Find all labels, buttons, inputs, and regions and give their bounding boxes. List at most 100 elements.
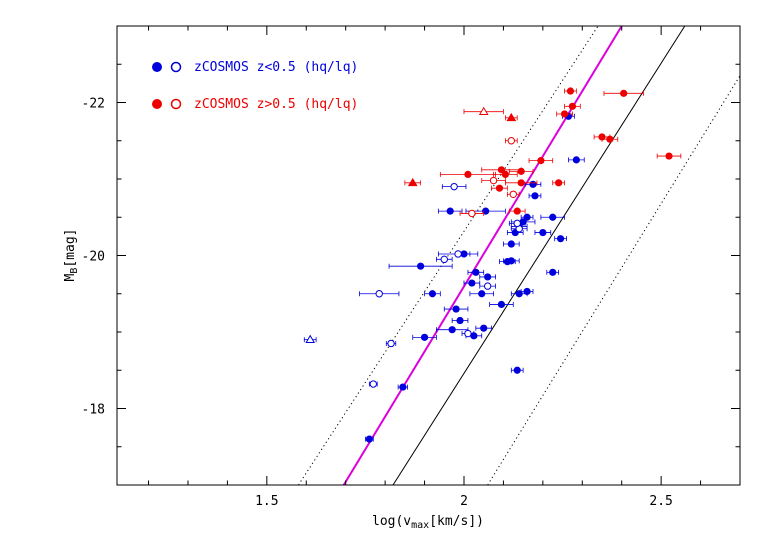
marker xyxy=(665,152,673,160)
data-point xyxy=(568,156,585,164)
relation-lines xyxy=(297,26,740,485)
x-tick-label: 2.5 xyxy=(649,494,672,509)
marker xyxy=(513,366,521,374)
marker xyxy=(464,329,472,338)
legend-marker-open-blue xyxy=(170,61,182,73)
marker xyxy=(517,167,525,175)
marker xyxy=(365,435,373,443)
data-point xyxy=(469,290,494,298)
marker xyxy=(484,273,492,281)
marker xyxy=(507,137,516,145)
magenta-fit-line xyxy=(342,26,623,485)
marker xyxy=(417,262,425,270)
y-tick-label: -20 xyxy=(82,250,105,265)
marker xyxy=(549,213,557,221)
data-point xyxy=(437,250,479,258)
data-point xyxy=(303,334,317,343)
marker xyxy=(305,334,316,343)
marker xyxy=(606,135,614,143)
data-point xyxy=(479,273,496,281)
data-point xyxy=(508,219,526,228)
marker xyxy=(523,287,531,296)
data-point xyxy=(506,190,520,199)
y-axis-label-main: M xyxy=(63,274,78,282)
data-point xyxy=(534,228,552,237)
data-point xyxy=(546,268,560,276)
data-points xyxy=(303,87,682,443)
marker xyxy=(440,255,448,264)
data-point xyxy=(412,333,437,341)
data-point xyxy=(463,106,504,115)
data-point xyxy=(463,279,481,287)
plot-frame xyxy=(116,25,741,486)
marker xyxy=(428,290,437,298)
marker xyxy=(568,102,577,110)
data-point xyxy=(467,268,485,276)
data-point xyxy=(552,179,565,187)
data-point xyxy=(451,316,469,325)
marker xyxy=(456,316,464,325)
data-point xyxy=(424,290,441,298)
data-point xyxy=(520,287,534,296)
x-tick-label: 2 xyxy=(460,494,468,509)
legend-marker-filled-red xyxy=(152,99,162,109)
data-point xyxy=(520,213,534,221)
data-point xyxy=(475,324,492,332)
marker xyxy=(555,179,563,187)
data-point xyxy=(365,435,374,443)
data-point xyxy=(489,300,514,309)
marker xyxy=(529,180,537,188)
data-point xyxy=(359,290,400,298)
dotted-lower-line xyxy=(487,75,740,485)
data-point xyxy=(491,184,508,192)
data-point xyxy=(437,207,463,215)
legend: zCOSMOS z<0.5 (hq/lq) zCOSMOS z>0.5 (hq/… xyxy=(152,60,358,112)
marker xyxy=(448,326,456,334)
data-point xyxy=(603,89,644,97)
data-point xyxy=(656,152,682,160)
marker xyxy=(369,380,377,388)
x-axis-label: log(vmax[km/s]) xyxy=(372,514,484,531)
marker xyxy=(387,339,395,348)
marker xyxy=(517,179,525,187)
data-point xyxy=(601,135,619,143)
data-point xyxy=(493,170,518,179)
marker xyxy=(513,219,521,228)
marker xyxy=(560,110,569,118)
data-point xyxy=(459,209,485,218)
data-point xyxy=(439,170,496,179)
data-point xyxy=(388,262,453,270)
marker xyxy=(537,157,545,165)
data-point xyxy=(481,176,506,185)
marker xyxy=(507,240,515,248)
marker xyxy=(478,106,489,115)
axis-ticks: 1.5 2 2.5 -18 -20 -22 xyxy=(82,25,741,509)
legend-label-low-z: zCOSMOS z<0.5 (hq/lq) xyxy=(194,60,358,75)
marker xyxy=(450,182,458,191)
marker xyxy=(472,268,480,276)
marker xyxy=(478,290,486,298)
marker xyxy=(506,112,517,122)
marker xyxy=(572,156,580,164)
marker xyxy=(549,268,557,276)
marker xyxy=(509,190,517,199)
data-point xyxy=(540,213,565,221)
marker xyxy=(501,170,509,179)
data-point xyxy=(504,112,518,122)
data-point xyxy=(528,157,554,165)
x-axis-label-sub: max xyxy=(411,520,429,531)
marker xyxy=(497,300,506,309)
marker xyxy=(407,177,418,187)
y-axis-label-unit: [mag] xyxy=(63,229,78,268)
y-tick-label: -18 xyxy=(82,403,105,418)
data-point xyxy=(508,167,534,175)
marker xyxy=(420,333,429,341)
data-point xyxy=(503,240,520,248)
x-tick-label: 1.5 xyxy=(255,494,278,509)
data-point xyxy=(510,366,524,374)
marker xyxy=(566,87,575,95)
marker xyxy=(495,184,504,192)
data-point xyxy=(435,255,453,264)
marker xyxy=(375,290,383,298)
